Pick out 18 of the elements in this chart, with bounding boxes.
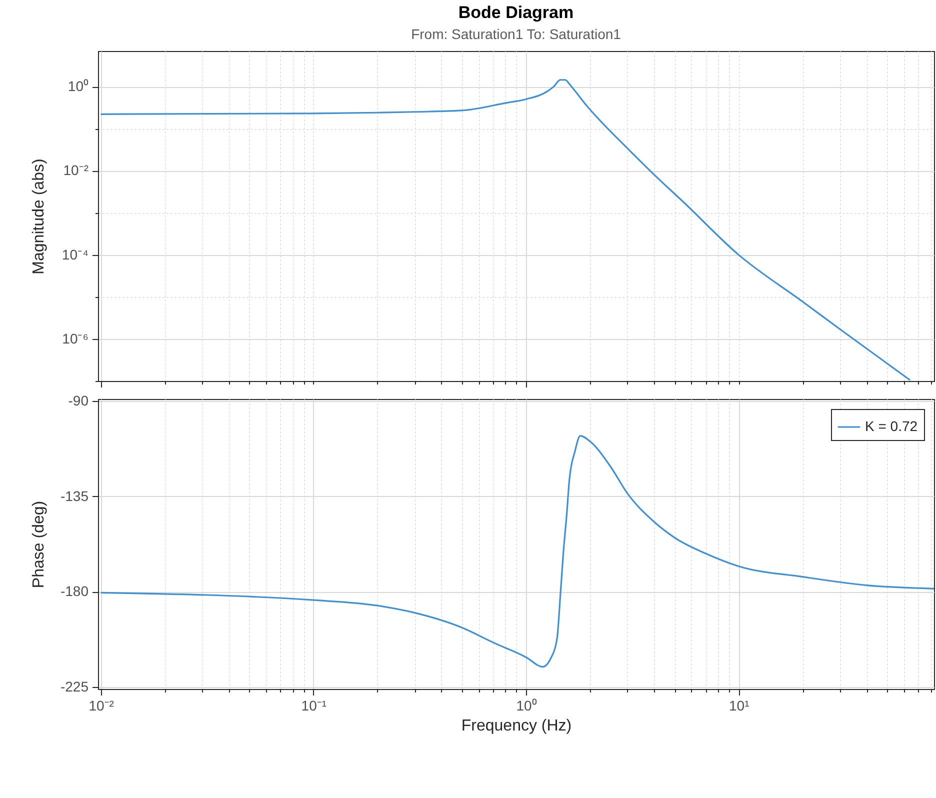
y-tick-label: 10⁰ [68,78,88,94]
x-tick-label: 10¹ [728,698,750,714]
y-axis-title: Phase (deg) [30,500,48,588]
y-tick-label: -90 [68,392,89,409]
x-tick-label: 10⁻¹ [301,698,327,714]
x-tick-label: 10⁰ [516,698,537,714]
chart-subtitle: From: Saturation1 To: Saturation1 [411,26,622,42]
y-tick-label: -180 [60,583,89,600]
y-tick-label: 10⁻⁴ [62,246,88,262]
y-tick-label: 10⁻⁶ [62,330,88,346]
legend-label: K = 0.72 [865,418,918,434]
x-tick-label: 10⁻² [88,698,114,714]
x-axis-title: Frequency (Hz) [461,718,572,734]
chart-title: Bode Diagram [458,3,574,22]
y-axis-title: Magnitude (abs) [30,158,48,274]
y-tick-label: -135 [60,488,89,504]
y-tick-label: -225 [60,678,89,694]
y-tick-label: 10⁻² [63,162,89,178]
